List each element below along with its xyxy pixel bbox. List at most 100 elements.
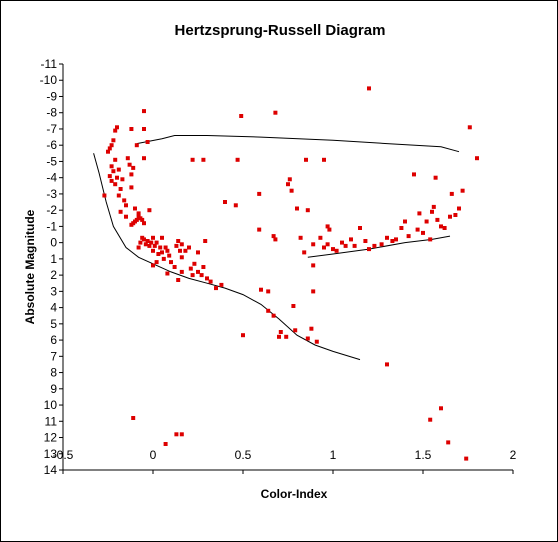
- star-point: [271, 234, 276, 239]
- star-point: [163, 442, 168, 446]
- star-point: [179, 269, 184, 274]
- star-point: [152, 243, 157, 248]
- star-point: [367, 86, 371, 91]
- star-point: [118, 187, 123, 191]
- star-point: [154, 240, 159, 245]
- star-point: [439, 224, 443, 229]
- star-point: [151, 235, 155, 240]
- star-point: [340, 240, 344, 245]
- star-point: [273, 237, 278, 242]
- x-tick-label: 1: [330, 448, 337, 462]
- star-point: [183, 248, 188, 253]
- star-point: [284, 334, 289, 339]
- star-point: [142, 156, 146, 161]
- star-point: [187, 245, 191, 250]
- star-point: [201, 157, 206, 162]
- star-point: [271, 313, 276, 318]
- star-point: [111, 138, 116, 143]
- star-point: [467, 125, 472, 130]
- y-tick-label: -6: [46, 138, 57, 152]
- star-point: [156, 252, 161, 256]
- star-point: [457, 206, 461, 211]
- star-point: [367, 247, 371, 252]
- y-tick-label: 11: [45, 414, 58, 428]
- star-point: [287, 177, 292, 182]
- star-point: [293, 328, 298, 333]
- star-point: [116, 167, 121, 172]
- star-point: [442, 226, 447, 230]
- star-point: [199, 273, 204, 278]
- trend-curve: [93, 153, 361, 361]
- star-point: [385, 235, 389, 240]
- star-point: [241, 333, 245, 338]
- star-point: [201, 265, 206, 269]
- x-axis-label: Color-Index: [260, 487, 328, 501]
- star-point: [179, 242, 184, 247]
- star-point: [161, 256, 166, 261]
- x-tick-label: 0.5: [235, 448, 252, 462]
- star-point: [325, 242, 330, 247]
- star-point: [109, 164, 114, 169]
- star-point: [122, 198, 127, 203]
- star-point: [134, 217, 139, 222]
- star-point: [165, 248, 170, 253]
- star-point: [327, 227, 332, 232]
- y-tick-label: 4: [50, 301, 57, 315]
- star-point: [325, 224, 330, 229]
- star-point: [235, 157, 240, 162]
- star-point: [115, 125, 119, 130]
- y-tick-label: -11: [41, 57, 58, 71]
- star-point: [453, 213, 458, 217]
- star-point: [179, 255, 184, 260]
- star-point: [192, 261, 197, 266]
- star-point: [140, 217, 145, 222]
- star-point: [151, 248, 155, 253]
- x-tick-label: 2: [510, 448, 517, 462]
- star-point: [129, 172, 134, 177]
- star-point: [363, 239, 368, 243]
- star-point: [309, 326, 314, 331]
- star-point: [219, 282, 224, 287]
- star-point: [134, 143, 139, 148]
- star-point: [179, 432, 184, 437]
- star-point: [205, 276, 209, 281]
- x-tick-label: -0.5: [53, 448, 74, 462]
- star-point: [349, 237, 353, 242]
- star-point: [273, 110, 278, 115]
- star-point: [394, 237, 398, 242]
- x-tick-label: 0: [150, 448, 157, 462]
- star-point: [142, 109, 146, 114]
- trend-curve: [307, 235, 451, 258]
- star-point: [430, 209, 434, 214]
- star-point: [142, 237, 146, 242]
- x-tick-label: 1.5: [415, 448, 432, 462]
- star-point: [446, 440, 451, 445]
- star-point: [131, 416, 136, 420]
- star-point: [435, 217, 440, 222]
- star-point: [439, 406, 443, 411]
- y-tick-label: 10: [44, 398, 58, 412]
- y-tick-label: 12: [44, 431, 58, 445]
- star-point: [448, 214, 452, 219]
- y-tick-label: 9: [50, 382, 57, 396]
- star-point: [147, 208, 152, 213]
- star-point: [107, 146, 112, 151]
- star-point: [291, 304, 296, 308]
- star-point: [118, 209, 123, 214]
- star-point: [372, 243, 377, 248]
- y-tick-label: -1: [46, 219, 57, 233]
- y-tick-label: -8: [46, 106, 57, 120]
- star-point: [233, 203, 238, 208]
- star-point: [428, 237, 433, 242]
- star-point: [311, 242, 316, 247]
- y-tick-label: -3: [46, 187, 57, 201]
- star-point: [322, 157, 326, 162]
- star-point: [304, 157, 308, 162]
- y-tick-label: 8: [50, 366, 57, 380]
- star-point: [460, 188, 465, 193]
- star-point: [433, 175, 438, 180]
- star-point: [165, 271, 170, 276]
- y-tick-label: 1: [50, 252, 57, 266]
